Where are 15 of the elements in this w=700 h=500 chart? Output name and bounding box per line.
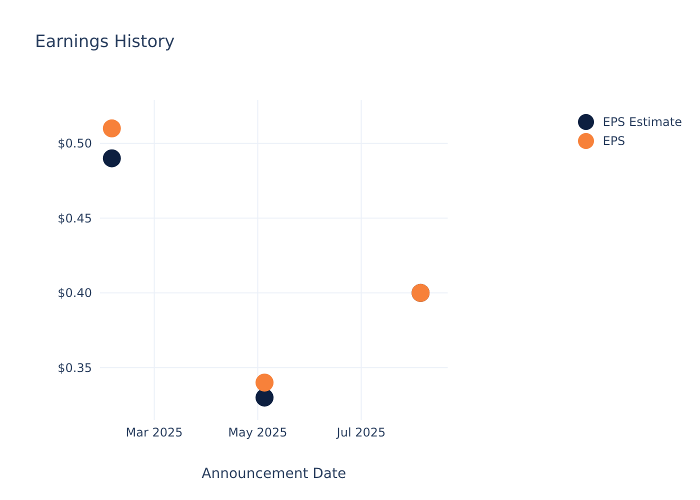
point xyxy=(256,374,274,392)
point xyxy=(102,119,121,138)
x-tick-label: Jul 2025 xyxy=(336,426,386,440)
x-tick-label: May 2025 xyxy=(228,426,288,440)
x-tick-label: Mar 2025 xyxy=(126,426,183,440)
legend-label: EPS xyxy=(602,134,626,148)
x-axis-title: Announcement Date xyxy=(202,466,346,482)
legend-label: EPS Estimate xyxy=(602,114,682,128)
point xyxy=(102,149,121,168)
y-tick-label: $0.35 xyxy=(58,360,92,375)
point xyxy=(256,388,274,407)
chart-title: Earnings History xyxy=(35,32,175,52)
y-tick-label: $0.45 xyxy=(58,211,92,226)
y-tick-label: $0.50 xyxy=(58,136,92,151)
y-tick-label: $0.40 xyxy=(58,286,92,300)
